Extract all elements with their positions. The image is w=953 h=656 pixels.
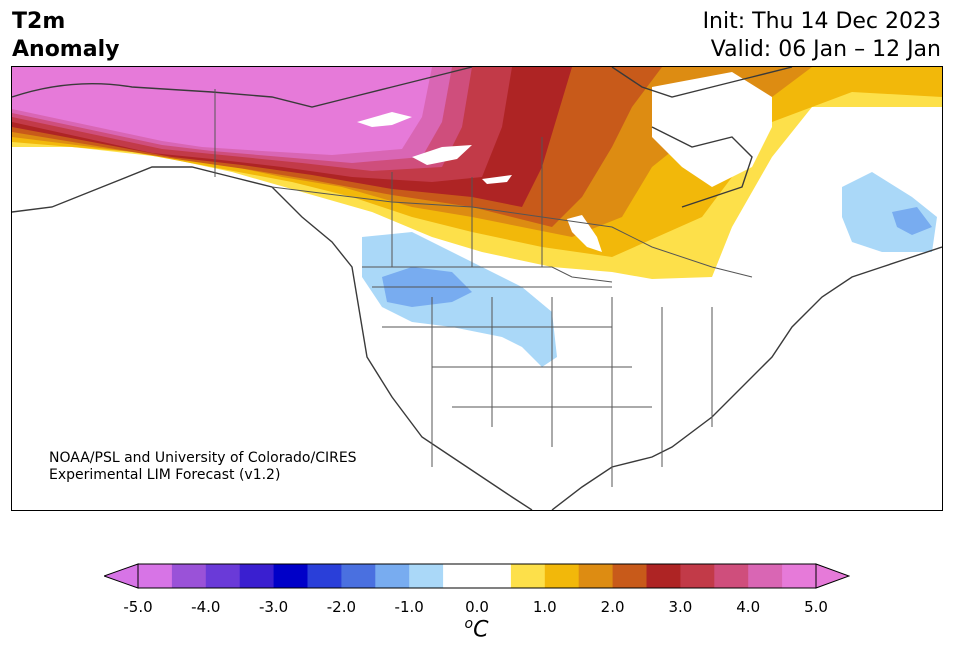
- colorbar-high-extension: [815, 563, 851, 589]
- colorbar-tick-label: -2.0: [326, 598, 357, 616]
- colorbar-tick-label: -3.0: [258, 598, 289, 616]
- colorbar-tick-label: -1.0: [394, 598, 424, 616]
- lake-winnipeg: [567, 215, 602, 252]
- colorbar-segment: [477, 564, 512, 588]
- colorbar-tick-label: -5.0: [123, 598, 153, 616]
- colorbar-segment: [307, 564, 342, 588]
- colorbar-segment: [544, 564, 580, 588]
- title-line-2: Anomaly: [12, 37, 120, 62]
- colorbar-segment: [578, 564, 614, 588]
- colorbar-tick-label: -4.0: [191, 598, 221, 616]
- great-bear-lake: [412, 145, 472, 165]
- colorbar-tick-label: 4.0: [736, 598, 761, 616]
- colorbar-segment: [341, 564, 376, 588]
- colorbar-segment: [714, 564, 749, 588]
- cold-anomaly-west: [362, 232, 557, 367]
- colorbar-tick-label: 1.0: [532, 598, 557, 616]
- colorbar-segment: [443, 564, 478, 588]
- map-title: T2m Anomaly: [12, 8, 119, 64]
- colorbar-segment: [239, 564, 275, 588]
- colorbar-segment: [612, 564, 647, 588]
- unit-degree-symbol: o: [464, 616, 474, 632]
- forecast-dates: Init: Thu 14 Dec 2023 Valid: 06 Jan – 12…: [703, 8, 941, 64]
- colorbar-segment: [646, 564, 681, 588]
- colorbar-border: [137, 563, 817, 589]
- colorbar-segment: [748, 564, 783, 588]
- credit-text: NOAA/PSL and University of Colorado/CIRE…: [49, 450, 357, 484]
- colorbar-svg: [102, 563, 851, 589]
- colorbar-segment: [171, 564, 207, 588]
- map-canvas: [12, 67, 942, 510]
- colorbar-tick-label: 2.0: [600, 598, 625, 616]
- cold-anomaly-east: [842, 172, 937, 252]
- colorbar-tick-label: 0.0: [465, 598, 489, 616]
- hudson-bay-area: [652, 72, 772, 187]
- colorbar-segment: [375, 564, 410, 588]
- colorbar-tick-label: 3.0: [668, 598, 693, 616]
- credit-line-1: NOAA/PSL and University of Colorado/CIRE…: [49, 450, 357, 466]
- colorbar-tick-label: 5.0: [804, 598, 828, 616]
- valid-range: Valid: 06 Jan – 12 Jan: [710, 37, 941, 62]
- great-slave-lake: [357, 112, 412, 127]
- title-line-1: T2m: [12, 9, 66, 34]
- coastlines: [12, 67, 942, 510]
- colorbar: [102, 563, 851, 593]
- colorbar-segment: [205, 564, 241, 588]
- colorbar-segment: [510, 564, 546, 588]
- anomaly-map: [11, 66, 943, 511]
- colorbar-segment: [273, 564, 308, 588]
- colorbar-low-extension: [102, 563, 139, 589]
- labrador-sea-area: [812, 107, 942, 187]
- unit-letter: C: [473, 617, 489, 643]
- colorbar-unit: oC: [0, 616, 953, 642]
- colorbar-ticks: -5.0 -4.0 -3.0 -2.0 -1.0 0.0 1.0 2.0 3.0 4.0 5.0: [0, 598, 953, 618]
- init-date: Init: Thu 14 Dec 2023: [702, 9, 941, 34]
- colorbar-segment: [138, 564, 173, 588]
- colorbar-segment: [409, 564, 444, 588]
- lake-athabasca: [482, 175, 512, 184]
- warm-band-9: [12, 67, 432, 155]
- credit-line-2: Experimental LIM Forecast (v1.2): [49, 467, 281, 483]
- cold-core-east: [892, 207, 932, 235]
- political-borders: [214, 89, 753, 487]
- colorbar-segment: [782, 564, 817, 588]
- colorbar-segment: [680, 564, 715, 588]
